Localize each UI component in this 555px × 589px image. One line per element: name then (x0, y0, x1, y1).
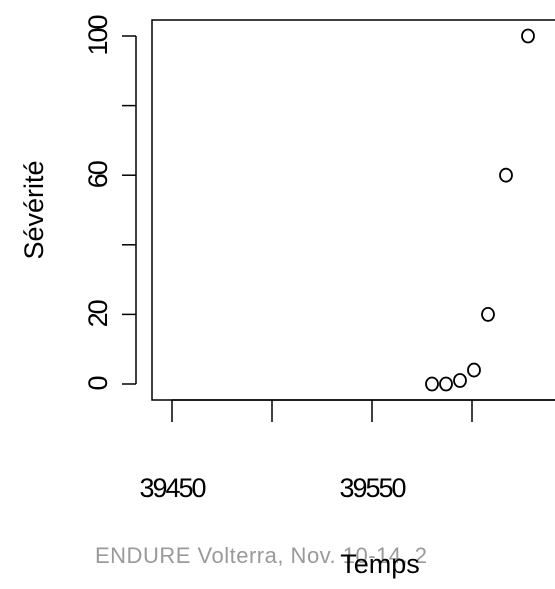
point (467, 362, 481, 378)
point (521, 28, 535, 44)
point (425, 376, 439, 392)
y-tick-label: 100 (83, 16, 113, 56)
x-tick-label: 39450 (139, 473, 205, 503)
y-tick-label: 60 (83, 161, 113, 188)
x-tick-label: 39550 (339, 473, 405, 503)
y-tick-label: 0 (83, 377, 113, 391)
footer: ENDURE Volterra, Nov. 10-14, 2 (95, 543, 428, 568)
point (439, 376, 453, 392)
point (453, 373, 467, 388)
point (499, 167, 513, 183)
x-axis-title: Temps (340, 549, 420, 579)
point (481, 306, 495, 322)
y-tick-label: 20 (83, 300, 113, 327)
y-axis-title: Sévérité (19, 160, 49, 259)
plot-box (151, 19, 555, 401)
